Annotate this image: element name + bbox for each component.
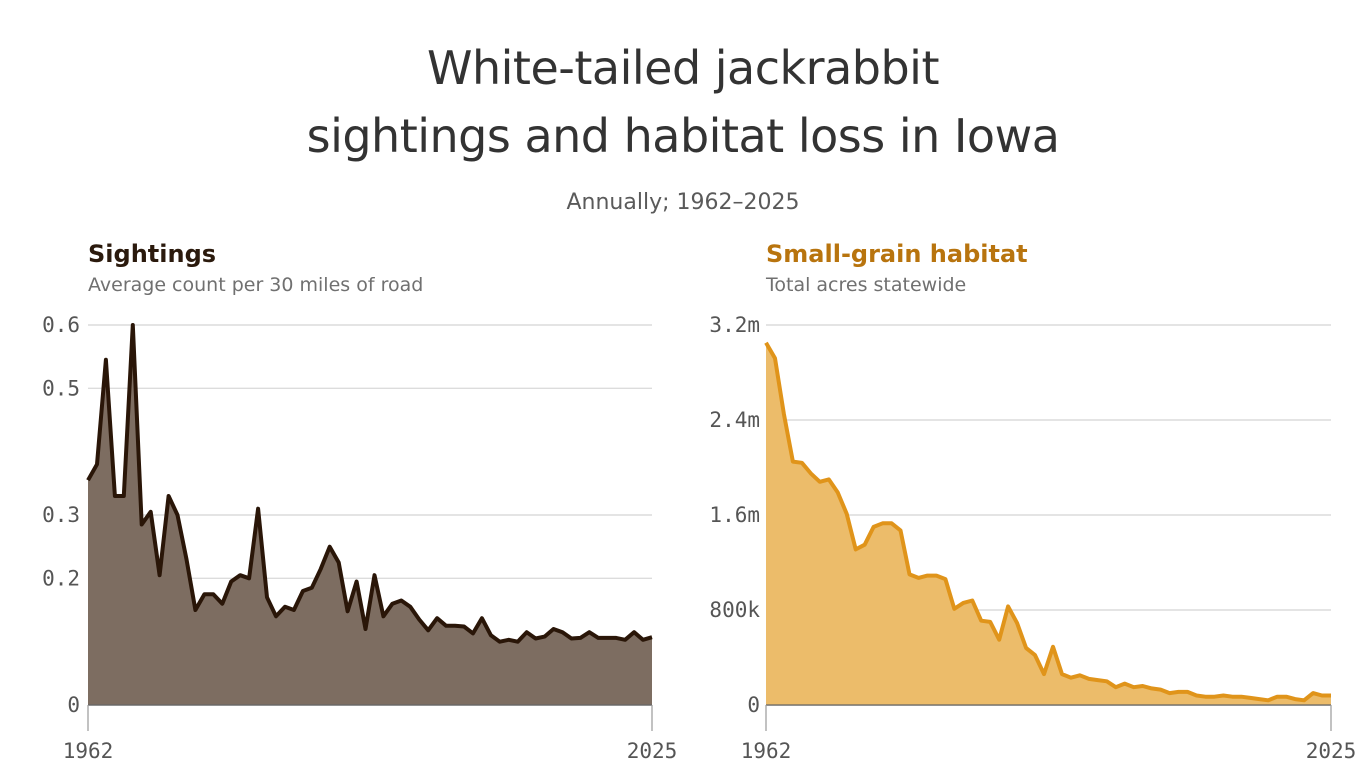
title-line-1: White-tailed jackrabbit — [427, 41, 939, 95]
sightings-x-tick-label: 2025 — [627, 739, 678, 763]
habitat-y-tick-label: 2.4m — [709, 408, 760, 432]
sightings-y-tick-label: 0.6 — [42, 313, 80, 337]
sightings-y-tick-label: 0.2 — [42, 566, 80, 590]
habitat-panel-title: Small-grain habitat — [766, 240, 1028, 268]
habitat-y-tick-label: 800k — [709, 598, 760, 622]
sightings-panel-title: Sightings — [88, 240, 217, 268]
title-line-2: sightings and habitat loss in Iowa — [306, 109, 1060, 163]
sightings-panel-subtitle: Average count per 30 miles of road — [88, 274, 424, 296]
habitat-y-tick-label: 3.2m — [709, 313, 760, 337]
habitat-area — [766, 342, 1331, 705]
sightings-y-tick-label: 0.3 — [42, 503, 80, 527]
habitat-x-tick-label: 1962 — [741, 739, 792, 763]
habitat-panel-subtitle: Total acres statewide — [766, 274, 967, 296]
sightings-y-tick-label: 0 — [67, 693, 80, 717]
sightings-x-tick-label: 1962 — [63, 739, 114, 763]
sightings-y-tick-label: 0.5 — [42, 376, 80, 400]
chart-subtitle: Annually; 1962–2025 — [566, 190, 800, 215]
habitat-y-tick-label: 0 — [747, 693, 760, 717]
sightings-area — [88, 325, 652, 705]
habitat-x-tick-label: 2025 — [1306, 739, 1357, 763]
habitat-y-tick-label: 1.6m — [709, 503, 760, 527]
sightings-line — [86, 323, 653, 644]
habitat-line — [764, 341, 1331, 703]
chart-title: White-tailed jackrabbit sightings and ha… — [0, 34, 1366, 170]
